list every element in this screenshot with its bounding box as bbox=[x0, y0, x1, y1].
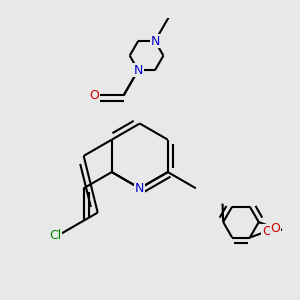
Text: O: O bbox=[271, 222, 281, 235]
Text: O: O bbox=[89, 89, 99, 102]
Text: N: N bbox=[150, 34, 160, 48]
Text: N: N bbox=[134, 64, 143, 77]
Text: N: N bbox=[135, 182, 145, 195]
Text: O: O bbox=[262, 225, 272, 238]
Text: Cl: Cl bbox=[50, 229, 61, 242]
